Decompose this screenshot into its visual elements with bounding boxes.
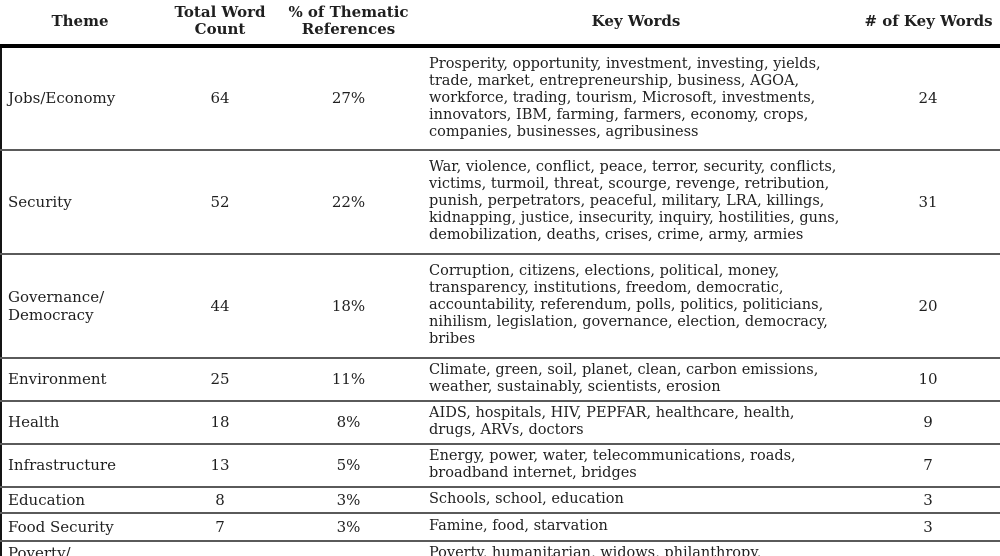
percentage-cell: 5%: [281, 443, 416, 488]
percentage-cell: 27%: [281, 45, 416, 151]
table-row: Infrastructure 13 5% Energy, power, water, …: [1, 443, 1000, 488]
percentage-cell: 8%: [281, 400, 416, 445]
header-row: Theme Total Word Count % of Thematic Ref…: [1, 0, 1000, 48]
word-count-cell: 64: [159, 45, 281, 151]
word-count-cell: 13: [159, 443, 281, 488]
keywords-cell: Climate, green, soil, planet, clean, car…: [416, 357, 856, 402]
table-row: Food Security 7 3% Famine, food, starvation…: [1, 512, 1000, 542]
keyword-count-cell: 10: [856, 357, 1000, 402]
word-count-cell: 7: [159, 512, 281, 542]
word-count-cell: 44: [159, 253, 281, 359]
column-header-total-word-count: Total Word Count: [159, 0, 281, 48]
theme-cell: Jobs/Economy: [1, 45, 159, 151]
keyword-count-cell: 9: [856, 400, 1000, 445]
theme-cell: Governance/ Democracy: [1, 253, 159, 359]
theme-cell: Health: [1, 400, 159, 445]
keyword-count-cell: 7: [856, 443, 1000, 488]
keywords-cell: War, violence, conflict, peace, terror, …: [416, 149, 856, 255]
percentage-cell: 11%: [281, 357, 416, 402]
theme-cell: Environment: [1, 357, 159, 402]
theme-cell: Security: [1, 149, 159, 255]
keyword-count-cell: 24: [856, 45, 1000, 151]
percentage-cell: 22%: [281, 149, 416, 255]
theme-cell: Education: [1, 486, 159, 514]
table-row: Poverty/ Humanitarian73%Poverty, humanit…: [1, 540, 1000, 556]
keyword-count-cell: 31: [856, 149, 1000, 255]
keywords-cell: Prosperity, opportunity, investment, inv…: [416, 45, 856, 151]
table-row: Health 18 8% AIDS, hospitals, HIV, PEPFAR, …: [1, 400, 1000, 445]
word-count-cell: 18: [159, 400, 281, 445]
keywords-cell: Schools, school, education: [416, 486, 856, 514]
table-row: Jobs/Economy 64 27% Prosperity, opportunity…: [1, 45, 1000, 151]
keywords-cell: Poverty, humanitarian, widows, philanthr…: [416, 540, 856, 556]
keyword-count-cell: 3: [856, 512, 1000, 542]
table-row: Security 52 22% War, violence, conflict, pe…: [1, 149, 1000, 255]
keywords-cell: Energy, power, water, telecommunications…: [416, 443, 856, 488]
table-body: Jobs/Economy 64 27% Prosperity, opportunity…: [1, 45, 1000, 556]
percentage-cell: 3%: [281, 486, 416, 514]
theme-cell: Poverty/ Humanitarian: [1, 540, 159, 556]
column-header-theme: Theme: [1, 0, 159, 48]
table-row: Environment 25 11% Climate, green, soil, pl…: [1, 357, 1000, 402]
keywords-cell: AIDS, hospitals, HIV, PEPFAR, healthcare…: [416, 400, 856, 445]
keyword-count-cell: 5: [856, 540, 1000, 556]
column-header-key-words: Key Words: [416, 0, 856, 48]
keywords-cell: Corruption, citizens, elections, politic…: [416, 253, 856, 359]
word-count-cell: 52: [159, 149, 281, 255]
percentage-cell: 3%: [281, 512, 416, 542]
word-count-cell: 25: [159, 357, 281, 402]
keyword-count-cell: 3: [856, 486, 1000, 514]
column-header-pct-thematic-references: % of Thematic References: [281, 0, 416, 48]
theme-cell: Food Security: [1, 512, 159, 542]
theme-cell: Infrastructure: [1, 443, 159, 488]
column-header-num-key-words: # of Key Words: [856, 0, 1000, 48]
table-row: Education 8 3% Schools, school, education 3: [1, 486, 1000, 514]
percentage-cell: 18%: [281, 253, 416, 359]
word-count-cell: 7: [159, 540, 281, 556]
table-row: Governance/ Democracy 44 18% Corruption, ci…: [1, 253, 1000, 359]
percentage-cell: 3%: [281, 540, 416, 556]
keywords-cell: Famine, food, starvation: [416, 512, 856, 542]
word-count-cell: 8: [159, 486, 281, 514]
keyword-count-cell: 20: [856, 253, 1000, 359]
